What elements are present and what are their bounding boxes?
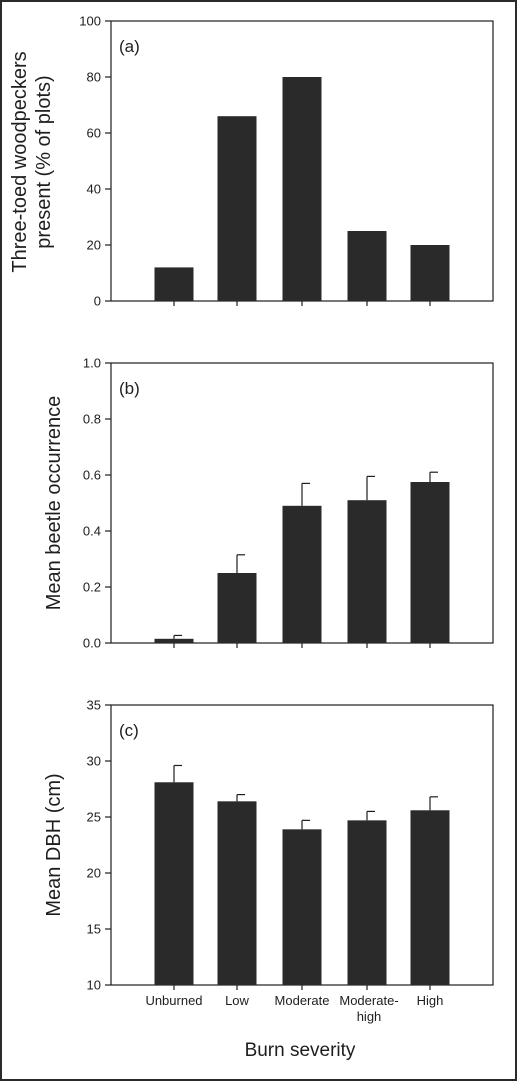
x-category-label: high [357,1009,382,1024]
y-tick-label: 100 [79,14,101,29]
bar [154,638,194,643]
y-tick-label: 80 [87,70,101,85]
y-tick-label: 15 [87,922,101,937]
x-category-label: Moderate- [339,993,398,1008]
panel-label: (b) [119,379,140,398]
y-tick-label: 0.2 [83,580,101,595]
bar [282,829,322,985]
y-tick-label: 60 [87,126,101,141]
y-tick-label: 0 [94,294,101,309]
bar [347,820,387,985]
y-tick-label: 0.4 [83,524,101,539]
bar [154,267,194,301]
x-category-label: Moderate [275,993,330,1008]
bar [282,505,322,643]
y-tick-label: 20 [87,866,101,881]
y-tick-label: 1.0 [83,356,101,371]
bar [347,231,387,301]
x-category-label: Unburned [145,993,202,1008]
bar [282,77,322,301]
bar [154,782,194,985]
y-tick-label: 40 [87,182,101,197]
y-axis-title: Three-toed woodpeckers [9,51,31,272]
y-tick-label: 0.8 [83,412,101,427]
bar [410,245,450,301]
bar [410,810,450,985]
y-tick-label: 0.6 [83,468,101,483]
y-axis-title: present (% of plots) [33,75,55,248]
x-category-label: Low [225,993,249,1008]
bar [217,801,257,985]
y-axis-title: Mean beetle occurrence [43,396,65,611]
panel-label: (a) [119,37,140,56]
x-axis-title: Burn severity [245,1040,356,1061]
y-tick-label: 25 [87,810,101,825]
bar [217,573,257,643]
y-tick-label: 35 [87,698,101,713]
y-tick-label: 0.0 [83,636,101,651]
y-tick-label: 10 [87,978,101,993]
y-axis-title: Mean DBH (cm) [43,773,65,916]
bar [347,500,387,643]
x-category-label: High [417,993,444,1008]
y-tick-label: 20 [87,238,101,253]
bar [217,116,257,301]
panel-label: (c) [119,721,139,740]
y-tick-label: 30 [87,754,101,769]
bar [410,482,450,643]
